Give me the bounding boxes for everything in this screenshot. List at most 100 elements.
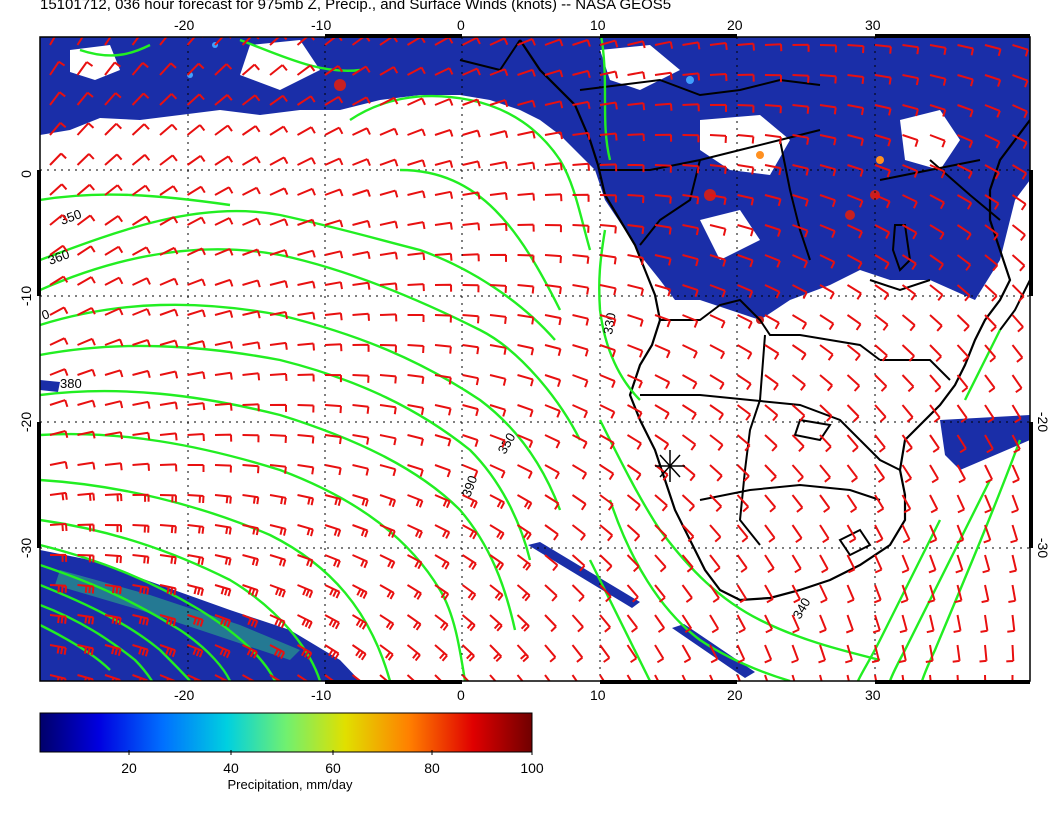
wind-barb — [324, 157, 344, 166]
wind-barb — [132, 338, 151, 347]
wind-barb — [984, 434, 994, 454]
wind-barb — [77, 368, 96, 377]
wind-barb — [517, 314, 535, 325]
wind-barb — [984, 164, 1000, 180]
wind-barb — [49, 584, 67, 593]
wind-barb — [516, 524, 532, 541]
contour-label: 370 — [26, 306, 52, 328]
wind-barb — [929, 134, 946, 148]
wind-barb — [269, 434, 287, 443]
wind-barb — [737, 224, 754, 237]
wind-barb — [49, 460, 68, 469]
wind-barb — [434, 404, 452, 416]
wind-barb — [76, 183, 95, 196]
wind-barb — [874, 164, 891, 178]
wind-barb — [957, 104, 974, 118]
wind-barb — [434, 221, 453, 230]
wind-barb — [76, 214, 96, 226]
wind-barb — [709, 644, 719, 664]
wind-barb — [846, 284, 862, 300]
wind-barb — [901, 464, 913, 484]
wind-barb — [572, 314, 590, 326]
wind-barb — [269, 37, 288, 46]
wind-barb — [187, 644, 204, 658]
wind-barb — [764, 374, 779, 391]
wind-barb — [489, 68, 509, 77]
wind-barb — [736, 524, 749, 543]
lat-labels-left: 0 -10 -20 -30 — [18, 170, 34, 558]
wind-barb — [159, 584, 177, 596]
wind-barb — [984, 404, 995, 424]
wind-barb — [214, 63, 233, 76]
wind-barb — [709, 434, 724, 452]
wind-barb — [242, 464, 260, 474]
wind-barb — [241, 125, 261, 136]
wind-barb — [736, 674, 741, 681]
wind-barb — [296, 95, 316, 106]
wind-barb — [898, 644, 907, 664]
wind-barb — [544, 434, 561, 449]
wind-barb — [159, 246, 179, 256]
wind-barb — [489, 524, 505, 540]
wind-barb — [407, 434, 424, 446]
wind-barb — [434, 494, 451, 509]
wind-barb — [819, 74, 837, 84]
wind-barb — [599, 132, 618, 141]
wind-barb — [791, 344, 807, 361]
wind-barb — [131, 154, 151, 166]
wind-barb — [984, 344, 997, 363]
wind-barb — [819, 464, 831, 483]
wind-barb — [737, 284, 754, 299]
wind-barb — [544, 584, 558, 602]
wind-barb — [352, 524, 369, 538]
wind-barb — [1011, 254, 1026, 272]
wind-barb — [324, 65, 344, 76]
wind-barb — [159, 308, 179, 317]
wind-barb — [764, 314, 780, 330]
wind-barb — [929, 404, 941, 423]
wind-barb — [379, 313, 398, 322]
colorbar-tick-label: 80 — [424, 760, 440, 776]
wind-barb — [104, 674, 122, 681]
wind-barb — [186, 37, 204, 46]
wind-barb — [269, 614, 286, 629]
wind-barb — [929, 224, 945, 240]
wind-barb — [599, 284, 617, 296]
wind-barb — [764, 434, 778, 452]
wind-barb — [682, 344, 698, 359]
wind-barb — [269, 372, 288, 381]
wind-barb — [214, 554, 232, 566]
wind-barb — [241, 37, 260, 46]
wind-barb — [352, 584, 368, 599]
wind-barb — [791, 404, 806, 422]
wind-barb — [737, 42, 755, 51]
wind-barb — [736, 584, 747, 604]
wind-barb — [654, 404, 670, 420]
wind-barb — [159, 614, 177, 627]
wind-barb — [77, 307, 96, 316]
wind-barb — [544, 374, 562, 388]
wind-barb — [516, 584, 531, 602]
wind-barb — [709, 73, 728, 82]
wind-barb — [846, 404, 860, 423]
wind-barb — [927, 584, 936, 604]
wind-barb — [874, 524, 884, 544]
wind-barb — [407, 252, 426, 261]
wind-barb — [186, 62, 205, 76]
wind-barb — [49, 522, 68, 532]
wind-barb — [214, 94, 233, 106]
wind-barb — [874, 494, 885, 514]
wind-barb — [297, 494, 315, 506]
wind-barb — [682, 224, 700, 236]
wind-barb — [49, 430, 69, 439]
wind-barb — [709, 224, 727, 236]
wind-barb — [297, 644, 313, 660]
wind-barb — [76, 153, 95, 166]
wind-barb — [627, 71, 646, 80]
wind-barb — [709, 674, 714, 681]
wind-barb — [874, 254, 890, 270]
wind-barb — [901, 554, 910, 574]
wind-barb — [901, 404, 914, 423]
wind-barb — [159, 494, 177, 503]
wind-barb — [517, 404, 534, 418]
